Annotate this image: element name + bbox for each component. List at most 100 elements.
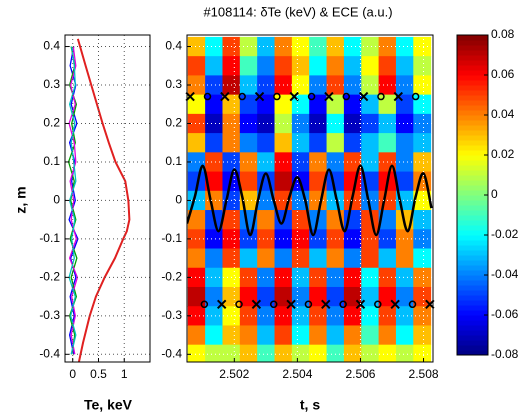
colorbar-step (457, 210, 488, 216)
heatmap-cell (309, 75, 328, 96)
heatmap-cell (326, 325, 345, 346)
heatmap-cell (326, 133, 345, 153)
colorbar-tick-label: 0 (491, 187, 498, 201)
heatmap-cell (205, 171, 223, 192)
heatmap-cell (309, 56, 328, 76)
heatmap-cell (309, 248, 328, 269)
colorbar-step (457, 75, 488, 81)
x-axis-label: Te, keV (84, 397, 133, 413)
x-tick-label: 2.508 (409, 367, 439, 381)
heatmap-cell (326, 248, 345, 269)
heatmap-cell (291, 56, 310, 76)
heatmap-cell (378, 210, 397, 230)
heatmap-cell (361, 75, 380, 96)
heatmap-cell (343, 56, 362, 76)
heatmap-cell (222, 133, 241, 153)
y-axis-label: z, m (13, 186, 29, 213)
colorbar-step (457, 200, 488, 206)
heatmap-cell (205, 113, 223, 134)
y-tick-label: 0 (175, 193, 182, 207)
colorbar-step (457, 80, 488, 86)
heatmap-cell (205, 133, 223, 153)
x-tick-label: 0 (69, 367, 76, 381)
heatmap-cell (361, 267, 380, 288)
colorbar-tick-label: 0.06 (491, 67, 515, 81)
heatmap-cell (291, 344, 310, 362)
heatmap-cell (187, 171, 206, 192)
colorbar-step (457, 250, 488, 256)
colorbar-step (457, 255, 488, 261)
heatmap-cell (309, 152, 328, 173)
heatmap-cell (187, 306, 206, 326)
colorbar-step (457, 310, 488, 316)
heatmap-cell (205, 344, 223, 362)
heatmap-cell (378, 325, 397, 346)
heatmap-cell (274, 325, 293, 346)
colorbar-step (457, 155, 488, 161)
cross-marker (254, 91, 265, 102)
heatmap-cell (395, 286, 414, 307)
colorbar-step (457, 290, 488, 296)
colorbar-step (457, 45, 488, 51)
colorbar-step (457, 70, 488, 76)
colorbar-step (457, 350, 488, 356)
heatmap-cell (222, 56, 241, 76)
colorbar-step (457, 145, 488, 151)
cross-marker (220, 91, 230, 102)
heatmap-cell (291, 75, 310, 96)
circle-marker (304, 300, 313, 309)
cross-marker (216, 299, 227, 310)
heatmap-cell (378, 133, 397, 153)
colorbar-step (457, 150, 488, 156)
heatmap-cell (205, 36, 223, 57)
heatmap-cell (205, 75, 223, 96)
circle-marker (200, 300, 209, 309)
heatmap-cell (187, 248, 206, 269)
heatmap-cell (361, 210, 380, 230)
heatmap-cell (395, 306, 414, 326)
heatmap-cell (205, 267, 223, 288)
heatmap-cell (257, 56, 276, 76)
heatmap-cell (361, 36, 380, 57)
heatmap-cell (326, 286, 345, 307)
heatmap-cell (239, 344, 258, 362)
y-tick-label: -0.3 (161, 308, 182, 322)
y-tick-label: -0.1 (39, 231, 60, 245)
heatmap-cell (205, 248, 223, 269)
heatmap-cell (343, 113, 362, 134)
y-tick-label: -0.1 (161, 231, 182, 245)
heatmap-cell (291, 36, 310, 57)
heatmap-cell (291, 229, 310, 250)
heatmap-cell (187, 344, 206, 362)
colorbar-step (457, 295, 488, 301)
heatmap-cell (187, 36, 206, 57)
x-tick-label: 1 (121, 367, 128, 381)
heatmap-cell (257, 229, 276, 250)
colorbar-step (457, 160, 488, 166)
colorbar-step (457, 340, 488, 346)
colorbar-tick-label: -0.04 (491, 267, 519, 281)
cross-marker (393, 91, 404, 102)
heatmap-cell (395, 171, 414, 192)
heatmap-cell (361, 133, 380, 153)
heatmap-cell (274, 171, 293, 192)
heatmap-cell (413, 75, 432, 96)
colorbar-step (457, 195, 488, 201)
heatmap-cell (378, 344, 397, 362)
cross-marker (321, 299, 331, 310)
heatmap-cell (257, 133, 276, 153)
colorbar-step (457, 40, 488, 46)
heatmap-cell (274, 133, 293, 153)
y-tick-label: -0.4 (161, 346, 182, 360)
colorbar-step (457, 220, 488, 226)
heatmap-cell (257, 210, 276, 230)
heatmap-cell (239, 152, 258, 173)
heatmap-cell (291, 306, 310, 326)
heatmap-cell (343, 133, 362, 153)
heatmap-cell (413, 94, 432, 115)
heatmap-cell (239, 248, 258, 269)
colorbar-step (457, 235, 488, 241)
heatmap-cell (326, 56, 345, 76)
plot-frame (64, 34, 151, 363)
colorbar-step (457, 170, 488, 176)
